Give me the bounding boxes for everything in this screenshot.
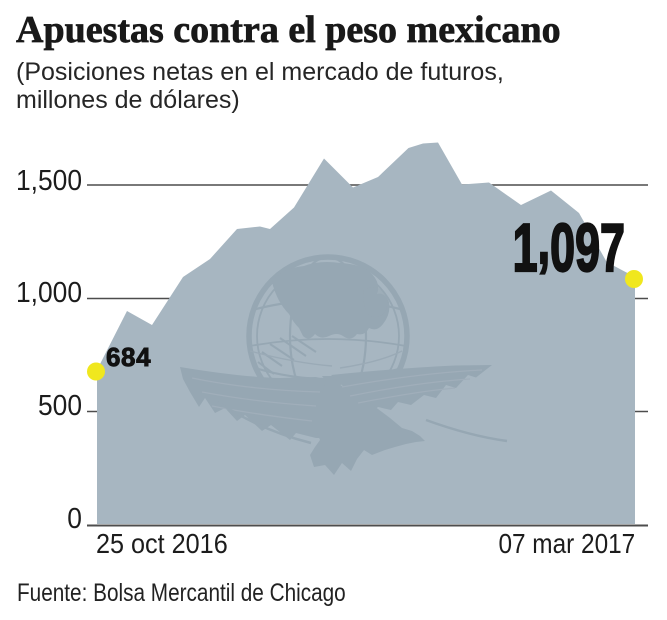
svg-text:1,097: 1,097 [513, 203, 625, 287]
svg-text:684: 684 [106, 342, 151, 372]
